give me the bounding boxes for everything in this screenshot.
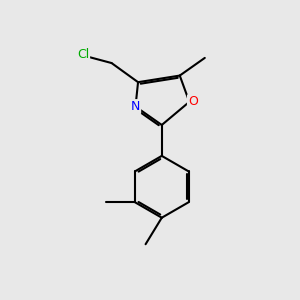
- Text: N: N: [131, 100, 140, 113]
- Text: Cl: Cl: [77, 48, 89, 61]
- Text: O: O: [188, 95, 198, 108]
